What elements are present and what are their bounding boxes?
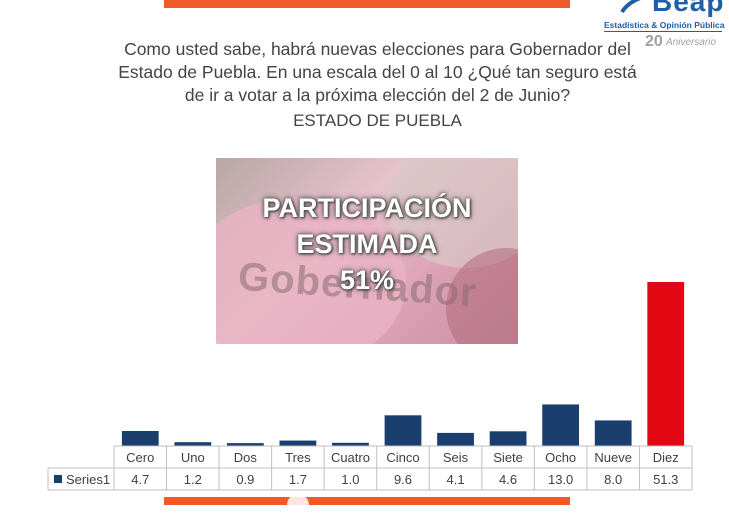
bar-dos [226, 443, 264, 446]
bottom-accent-bar [164, 497, 570, 505]
category-label: Ocho [545, 450, 576, 465]
logo-swoosh-icon [620, 0, 714, 14]
bottom-decoration [287, 494, 309, 516]
top-accent-bar [164, 0, 570, 8]
category-label: Seis [443, 450, 469, 465]
value-label: 4.7 [131, 472, 149, 487]
category-label: Cuatro [331, 450, 370, 465]
bar-chart: Cero Uno Dos Tres Cuatro Cinco Seis Siete Ocho Nu… [47, 282, 693, 491]
bar-cuatro [332, 442, 369, 446]
value-label: 9.6 [394, 472, 412, 487]
value-label: 0.9 [236, 472, 254, 487]
bar-diez [647, 282, 685, 446]
participation-callout: PARTICIPACIÓN ESTIMADA 51% [216, 190, 518, 298]
bar-seis [437, 432, 474, 446]
bar-uno [174, 442, 212, 446]
bar-nueve [594, 420, 632, 446]
value-label: 1.7 [289, 472, 307, 487]
survey-question: Como usted sabe, habrá nuevas elecciones… [110, 38, 645, 107]
question-line-2: Estado de Puebla. En una escala del 0 al… [118, 62, 637, 82]
chart-subtitle: ESTADO DE PUEBLA [293, 111, 462, 130]
photo-shape [216, 198, 406, 344]
category-label: Siete [493, 450, 523, 465]
category-label: Diez [653, 450, 679, 465]
logo-subtitle: Estadística & Opinión Pública [604, 20, 725, 30]
value-label: 13.0 [548, 472, 573, 487]
bar-siete [489, 431, 527, 446]
ballot-photo: Gobernador PARTICIPACIÓN ESTIMADA 51% [216, 158, 518, 344]
category-label: Dos [234, 450, 258, 465]
bar-cinco [384, 415, 422, 446]
value-label: 1.2 [184, 472, 202, 487]
bar-tres [279, 440, 317, 446]
company-logo: Beap Estadística & Opinión Pública 20 An… [604, 0, 729, 52]
logo-anniversary-number: 20 [645, 33, 663, 50]
value-label: 4.6 [499, 472, 517, 487]
category-label: Nueve [594, 450, 632, 465]
callout-percentage: 51% [339, 265, 395, 295]
callout-line-2: ESTIMADA [296, 229, 438, 259]
callout-line-1: PARTICIPACIÓN [262, 193, 472, 223]
question-line-3: de ir a votar a la próxima elección del … [184, 85, 571, 105]
legend-swatch [54, 475, 62, 483]
category-label: Uno [181, 450, 205, 465]
legend-series-name: Series1 [66, 472, 110, 487]
value-label: 1.0 [341, 472, 359, 487]
bar-cero [121, 430, 159, 446]
question-line-1: Como usted sabe, habrá nuevas elecciones… [124, 39, 631, 59]
logo-anniversary-label: Aniversario [666, 37, 717, 48]
category-label: Cero [126, 450, 154, 465]
logo-divider [604, 31, 722, 32]
category-label: Cinco [386, 450, 419, 465]
logo-name: Beap [652, 0, 725, 17]
category-label: Tres [285, 450, 311, 465]
bar-ocho [542, 404, 580, 446]
value-label: 51.3 [653, 472, 678, 487]
value-label: 4.1 [447, 472, 465, 487]
value-label: 8.0 [604, 472, 622, 487]
